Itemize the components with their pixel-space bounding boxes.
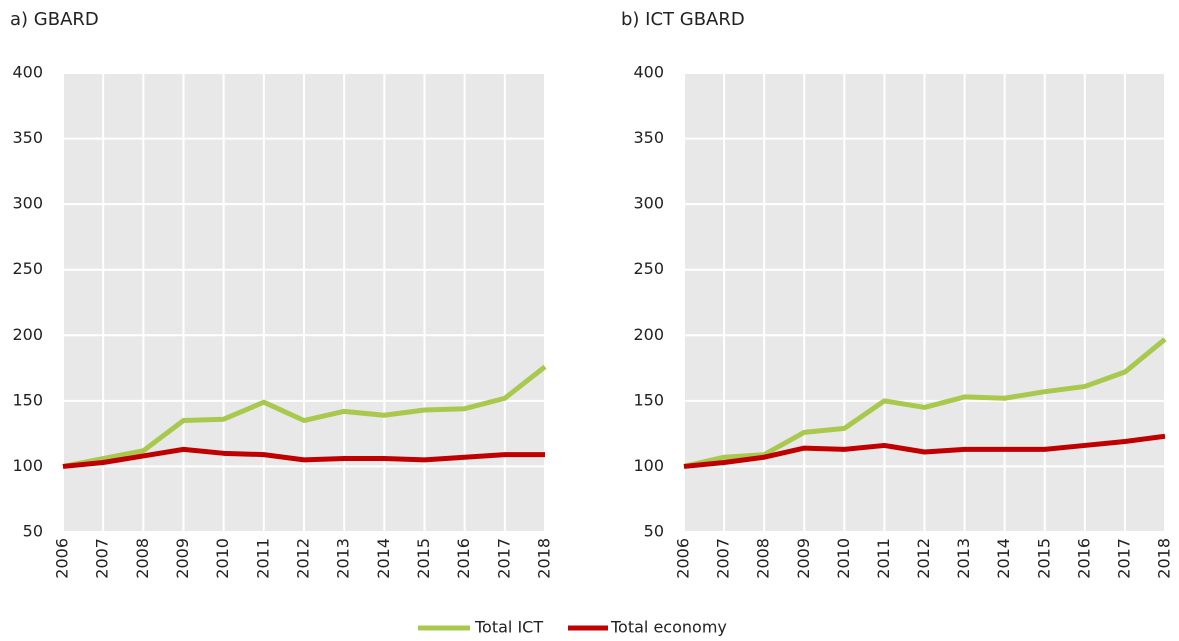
- y-tick-label: 400: [633, 63, 664, 82]
- x-tick-label: 2010: [834, 538, 853, 579]
- x-tick-label: 2008: [133, 538, 152, 579]
- series-line: [62, 364, 547, 469]
- x-tick-label: 2015: [1034, 538, 1053, 579]
- x-tick-label: 2017: [1114, 538, 1133, 579]
- y-tick-label: 250: [633, 259, 664, 278]
- x-tick-label: 2014: [994, 538, 1013, 579]
- legend: Total ICT Total economy: [418, 618, 727, 637]
- y-tick-label: 300: [12, 194, 43, 213]
- y-tick-label: 100: [633, 456, 664, 475]
- x-tick-label: 2006: [53, 538, 72, 579]
- x-tick-label: 2013: [334, 538, 353, 579]
- x-tick-label: 2010: [213, 538, 232, 579]
- y-tick-label: 100: [12, 456, 43, 475]
- y-tick-label: 150: [12, 390, 43, 409]
- y-tick-label: 50: [644, 522, 664, 541]
- x-tick-label: 2007: [714, 538, 733, 579]
- x-tick-label: 2015: [414, 538, 433, 579]
- y-tick-label: 300: [633, 194, 664, 213]
- x-tick-label: 2011: [253, 538, 272, 579]
- x-tick-label: 2006: [674, 538, 693, 579]
- x-tick-label: 2018: [1155, 538, 1174, 579]
- x-tick-label: 2017: [494, 538, 513, 579]
- y-tick-label: 350: [12, 128, 43, 147]
- x-tick-label: 2013: [954, 538, 973, 579]
- x-tick-label: 2009: [173, 538, 192, 579]
- legend-label: Total ICT: [474, 618, 543, 637]
- y-tick-label: 50: [23, 522, 43, 541]
- x-tick-label: 2016: [1074, 538, 1093, 579]
- legend-label: Total economy: [610, 618, 727, 637]
- x-tick-label: 2011: [874, 538, 893, 579]
- series-line: [62, 446, 545, 469]
- x-tick-label: 2007: [93, 538, 112, 579]
- y-tick-label: 150: [633, 390, 664, 409]
- y-tick-label: 350: [633, 128, 664, 147]
- chart-title: a) GBARD: [10, 9, 99, 30]
- y-tick-label: 200: [12, 325, 43, 344]
- x-tick-label: 2018: [535, 538, 554, 579]
- y-tick-label: 200: [633, 325, 664, 344]
- series-line: [683, 337, 1167, 469]
- x-tick-label: 2016: [454, 538, 473, 579]
- x-tick-label: 2014: [374, 538, 393, 579]
- x-tick-label: 2008: [754, 538, 773, 579]
- y-tick-label: 400: [12, 63, 43, 82]
- y-tick-label: 250: [12, 259, 43, 278]
- x-tick-label: 2012: [914, 538, 933, 579]
- x-tick-label: 2009: [794, 538, 813, 579]
- series-line: [683, 433, 1166, 469]
- x-tick-label: 2012: [294, 538, 313, 579]
- chart-title: b) ICT GBARD: [621, 9, 745, 30]
